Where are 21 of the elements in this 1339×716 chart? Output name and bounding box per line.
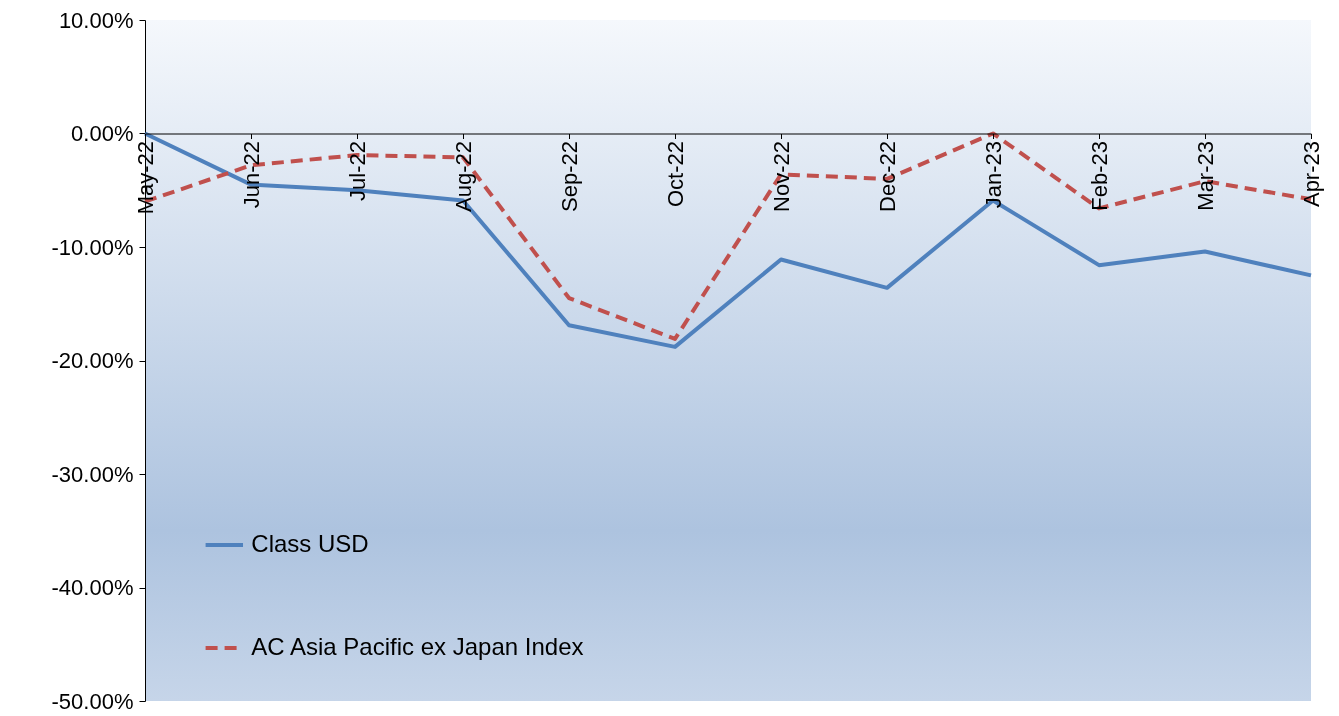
y-tick-label: 10.00%	[58, 7, 134, 33]
y-tick-label: 0.00%	[71, 121, 134, 146]
x-tick-label: Oct-22	[662, 141, 688, 208]
x-tick-label: Feb-23	[1086, 141, 1112, 211]
x-tick-label: Jun-22	[238, 141, 264, 209]
x-tick-label: Aug-22	[450, 141, 476, 212]
x-tick-label: Apr-23	[1298, 141, 1324, 208]
x-tick-label: May-22	[132, 141, 158, 215]
x-tick-label: Jul-22	[344, 141, 370, 201]
legend-label: Class USD	[251, 529, 369, 557]
y-tick-label: -30.00%	[51, 461, 134, 487]
y-tick-label: -50.00%	[51, 688, 134, 714]
x-tick-label: Nov-22	[768, 141, 794, 212]
x-tick-label: Sep-22	[556, 141, 582, 212]
y-tick-label: -10.00%	[51, 234, 134, 260]
y-tick-label: -40.00%	[51, 575, 134, 600]
x-tick-label: Mar-23	[1192, 141, 1218, 211]
legend-label: AC Asia Pacific ex Japan Index	[251, 632, 584, 660]
y-tick-label: -20.00%	[51, 348, 134, 373]
x-tick-label: Jan-23	[980, 141, 1006, 209]
x-tick-label: Dec-22	[874, 141, 900, 212]
